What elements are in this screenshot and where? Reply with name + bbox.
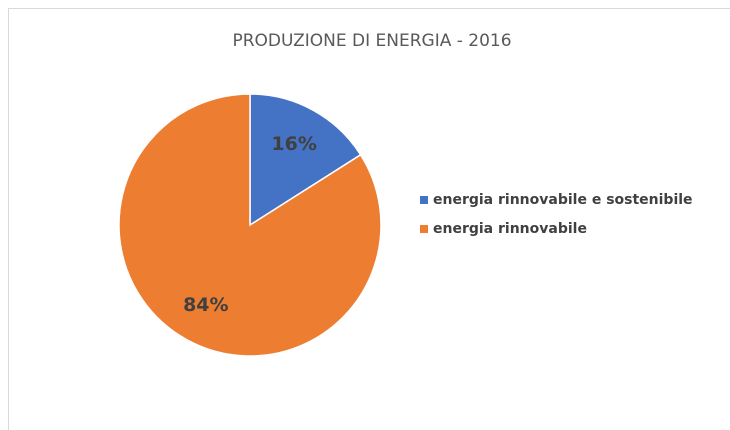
pie-slice (249, 93, 362, 227)
legend-label: energia rinnovabile e sostenibile (433, 192, 693, 208)
legend-marker (420, 196, 428, 204)
legend-label: energia rinnovabile (433, 221, 587, 237)
data-label: 84% (183, 294, 228, 316)
data-label: 16% (271, 133, 316, 155)
pie-slice (118, 93, 382, 357)
chart-title: PRODUZIONE DI ENERGIA - 2016 (232, 31, 511, 51)
legend-marker (420, 225, 428, 233)
chart-border (8, 8, 730, 430)
